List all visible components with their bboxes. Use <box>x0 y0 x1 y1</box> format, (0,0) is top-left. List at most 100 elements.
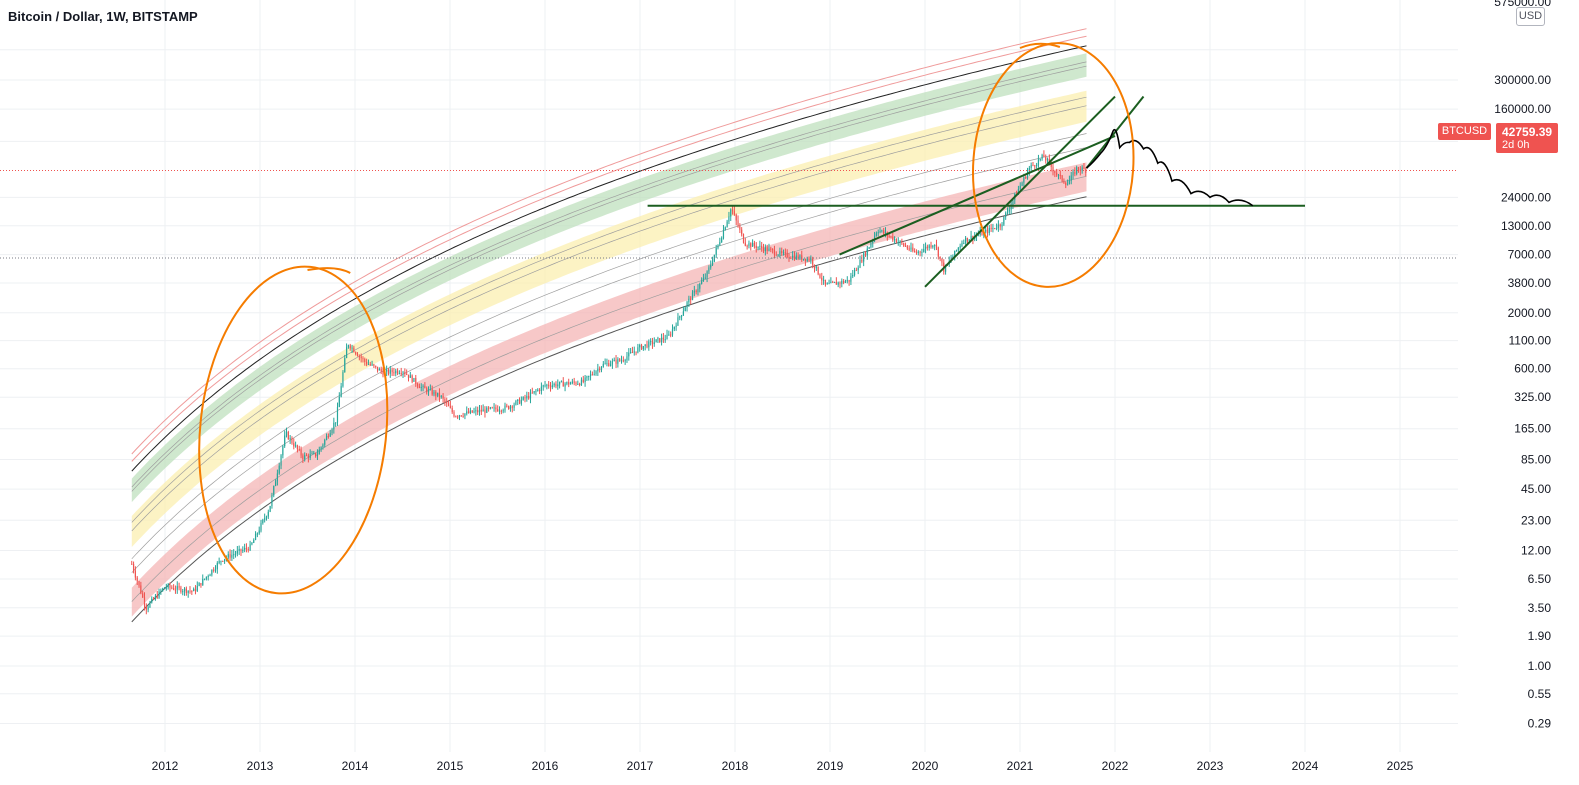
candle <box>267 509 269 519</box>
candle <box>331 427 333 436</box>
candle-body <box>469 410 471 414</box>
candle-body <box>480 409 482 412</box>
candle-body <box>526 395 528 399</box>
candle-body <box>335 422 337 424</box>
candle-body <box>249 544 251 551</box>
currency-button[interactable]: USD <box>1516 7 1545 26</box>
candle <box>899 240 901 247</box>
candle-body <box>599 368 601 370</box>
candle <box>509 404 512 412</box>
candle-body <box>921 251 923 253</box>
candle <box>287 430 289 440</box>
candle <box>356 352 359 357</box>
candle <box>131 560 133 565</box>
candle-body <box>613 359 615 362</box>
x-tick-label: 2023 <box>1197 759 1224 773</box>
candle <box>908 245 910 252</box>
candle <box>653 337 655 347</box>
candle <box>701 277 703 285</box>
candle <box>604 358 606 365</box>
candle-body <box>147 607 149 610</box>
candle-body <box>142 593 144 598</box>
candle-body <box>371 364 373 366</box>
candle-body <box>406 373 408 375</box>
candle-body <box>291 438 293 444</box>
candles <box>131 150 1087 615</box>
candle <box>1025 175 1027 180</box>
candle-body <box>1085 168 1087 173</box>
candle-body <box>336 407 339 423</box>
candle <box>462 412 464 418</box>
candle <box>775 251 777 256</box>
candle <box>573 377 575 386</box>
candle <box>134 566 136 581</box>
candle <box>768 243 770 252</box>
candle-body <box>832 281 834 283</box>
candle-body <box>477 410 479 413</box>
candle <box>143 592 146 611</box>
candle-body <box>1063 180 1065 183</box>
candle-body <box>422 385 424 387</box>
candle <box>498 406 501 415</box>
candle <box>955 249 958 252</box>
candle-body <box>608 363 610 367</box>
candle-body <box>411 375 413 382</box>
candle <box>724 226 726 231</box>
candle-body <box>551 385 553 388</box>
candle <box>1034 164 1036 171</box>
candle-body <box>615 359 617 364</box>
candle <box>269 505 271 513</box>
candle <box>183 587 186 596</box>
candle <box>320 446 322 452</box>
candle <box>617 357 619 368</box>
candle <box>688 295 690 307</box>
candle-body <box>366 361 368 365</box>
candle <box>378 367 380 371</box>
candle <box>812 256 814 269</box>
candle <box>415 374 417 387</box>
candle-body <box>746 245 748 247</box>
candle-body <box>910 247 912 250</box>
candle <box>622 356 624 363</box>
candle-body <box>453 412 455 417</box>
candle <box>642 345 644 351</box>
candle-body <box>813 264 816 269</box>
candle-body <box>238 549 240 551</box>
candle <box>730 208 732 222</box>
candle-body <box>890 236 892 238</box>
candle-body <box>254 533 257 541</box>
candle-body <box>566 382 568 384</box>
candle-body <box>650 341 652 343</box>
candle <box>234 550 237 558</box>
candle-body <box>830 281 832 284</box>
candle-body <box>711 261 714 265</box>
candle <box>804 258 806 266</box>
candle <box>453 410 455 418</box>
candle-body <box>267 511 269 517</box>
candle <box>633 346 635 356</box>
candle <box>345 343 348 359</box>
candle <box>835 277 837 285</box>
x-tick-label: 2024 <box>1292 759 1319 773</box>
candle-body <box>504 405 506 411</box>
candle-body <box>449 406 451 408</box>
candle-body <box>287 431 289 440</box>
candle <box>566 381 568 386</box>
candle-body <box>659 338 661 343</box>
candle <box>881 229 883 233</box>
candle <box>904 242 907 247</box>
candle-body <box>187 590 189 593</box>
candle-body <box>926 246 928 249</box>
candle-body <box>451 407 453 413</box>
candle-body <box>954 250 956 257</box>
candle-body <box>582 379 584 382</box>
candle-body <box>1048 159 1050 163</box>
candle-body <box>327 436 329 438</box>
candle <box>999 223 1001 231</box>
candle <box>702 273 705 282</box>
candle-body <box>198 583 200 587</box>
candle-body <box>364 358 366 362</box>
candle-body <box>240 549 242 552</box>
band-line-pink <box>131 35 1087 462</box>
